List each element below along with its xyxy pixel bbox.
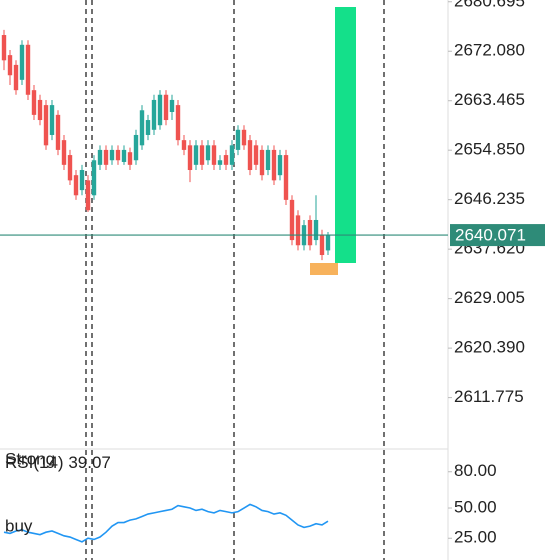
y-tick-label: 80.00 bbox=[454, 461, 497, 480]
y-tick-label: 25.00 bbox=[454, 528, 497, 547]
candle-body bbox=[91, 160, 97, 196]
y-tick-label: 2680.695 bbox=[454, 0, 525, 10]
candle-body bbox=[19, 44, 25, 80]
current-price-badge bbox=[450, 224, 545, 247]
candle-body bbox=[145, 120, 151, 135]
candle-body bbox=[103, 149, 109, 165]
candle-body bbox=[7, 55, 13, 76]
candle-body bbox=[97, 149, 103, 165]
candle-body bbox=[187, 145, 193, 171]
current-price-label: 2640.071 bbox=[455, 226, 526, 245]
candle-body bbox=[307, 219, 313, 246]
candle-body bbox=[235, 129, 241, 150]
candle-body bbox=[1, 35, 7, 61]
indicator-name: RSI(14) bbox=[5, 453, 64, 472]
candle-body bbox=[25, 44, 31, 95]
y-tick-label: 50.00 bbox=[454, 498, 497, 517]
candle-body bbox=[319, 234, 325, 256]
candle-body bbox=[85, 180, 91, 211]
candle-body bbox=[127, 152, 133, 165]
candle-body bbox=[199, 145, 205, 165]
candle-body bbox=[247, 140, 253, 171]
y-tick-label: 2629.005 bbox=[454, 288, 525, 307]
candle-body bbox=[73, 175, 79, 196]
candle-body bbox=[49, 105, 55, 135]
y-tick-label: 2663.465 bbox=[454, 90, 525, 109]
candle-body bbox=[241, 129, 247, 146]
candle-body bbox=[211, 145, 217, 165]
indicator-label: RSI(14) 39.07 bbox=[5, 453, 111, 472]
candle-body bbox=[283, 155, 289, 200]
candle-body bbox=[313, 219, 319, 241]
candle-body bbox=[115, 149, 121, 161]
candle-body bbox=[163, 94, 169, 121]
y-tick-label: 2654.850 bbox=[454, 140, 525, 159]
candle-body bbox=[205, 145, 211, 161]
annotation: buy bbox=[5, 516, 33, 535]
candle-body bbox=[121, 149, 127, 162]
candle-body bbox=[157, 94, 163, 126]
candle-body bbox=[181, 140, 187, 150]
y-tick-label: 2646.235 bbox=[454, 189, 525, 208]
candle-body bbox=[295, 215, 301, 246]
candle-body bbox=[55, 114, 61, 150]
candle-body bbox=[61, 140, 67, 165]
candle-body bbox=[271, 149, 277, 181]
session-separators bbox=[85, 0, 385, 560]
candle-body bbox=[289, 199, 295, 241]
candle-body bbox=[151, 99, 157, 130]
candle-body bbox=[217, 160, 223, 165]
y-tick-label: 2620.390 bbox=[454, 338, 525, 357]
rsi-line bbox=[3, 503, 329, 543]
candle-body bbox=[37, 99, 43, 121]
candle-body bbox=[67, 155, 73, 181]
candle-body bbox=[253, 145, 259, 165]
candle-body bbox=[169, 99, 175, 112]
candle-body bbox=[13, 64, 19, 91]
candle-body bbox=[229, 145, 235, 165]
signal-zone bbox=[335, 7, 356, 263]
candle-body bbox=[325, 234, 331, 251]
annotation: Strong bbox=[5, 449, 55, 468]
candle-body bbox=[223, 155, 229, 165]
candle-body bbox=[109, 149, 115, 161]
candle-body bbox=[43, 105, 49, 146]
y-tick-label: 2672.080 bbox=[454, 41, 525, 60]
candle-body bbox=[31, 90, 37, 115]
entry-zone bbox=[310, 263, 338, 275]
candle-body bbox=[139, 110, 145, 146]
candle-body bbox=[193, 145, 199, 165]
candle-body bbox=[259, 149, 265, 176]
candle-body bbox=[133, 134, 139, 161]
candle-body bbox=[265, 149, 271, 171]
indicator-value: 39.07 bbox=[68, 453, 111, 472]
candle-body bbox=[277, 155, 283, 176]
candle-body bbox=[175, 105, 181, 141]
candle-body bbox=[79, 170, 85, 191]
y-tick-label: 2611.775 bbox=[454, 387, 524, 406]
